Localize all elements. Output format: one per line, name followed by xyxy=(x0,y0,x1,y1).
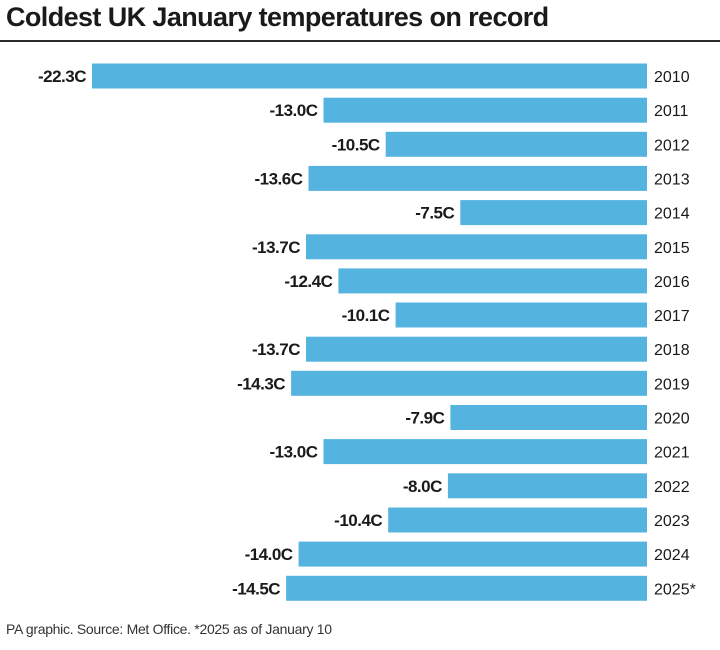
bar-2025 xyxy=(286,575,647,601)
year-label: 2016 xyxy=(654,274,690,291)
value-label: -13.0C xyxy=(269,443,317,462)
year-label: 2013 xyxy=(654,171,690,188)
value-label: -7.9C xyxy=(405,409,444,428)
year-label: 2022 xyxy=(654,479,690,496)
value-label: -7.5C xyxy=(415,204,454,223)
bar-chart: -22.3C 2010 -13.0C 2011 -10.5C 2012 -13.6C 2013… xyxy=(38,63,696,601)
bar-2014 xyxy=(460,200,647,226)
value-label: -14.0C xyxy=(245,545,293,564)
year-label: 2015 xyxy=(654,240,690,257)
value-label: -10.1C xyxy=(342,306,390,325)
year-label: 2024 xyxy=(654,547,690,564)
chart-title: Coldest UK January temperatures on recor… xyxy=(6,2,549,32)
value-label: -13.7C xyxy=(252,238,300,257)
year-label: 2019 xyxy=(654,376,690,393)
value-label: -22.3C xyxy=(38,67,86,86)
bar-2012 xyxy=(385,131,647,157)
title-rule xyxy=(0,40,720,42)
value-label: -8.0C xyxy=(403,477,442,496)
value-label: -13.0C xyxy=(269,101,317,120)
bar-2021 xyxy=(323,439,647,465)
bar-2013 xyxy=(308,165,647,191)
bar-2024 xyxy=(298,541,647,567)
bar-2020 xyxy=(450,405,647,430)
value-label: -13.7C xyxy=(252,340,300,359)
year-label: 2014 xyxy=(654,206,690,223)
value-label: -10.5C xyxy=(332,135,380,154)
year-label: 2021 xyxy=(654,445,690,462)
value-label: -13.6C xyxy=(254,169,302,188)
value-label: -10.4C xyxy=(334,511,382,530)
source-footer: PA graphic. Source: Met Office. *2025 as… xyxy=(6,621,332,637)
bar-2023 xyxy=(388,507,647,533)
bar-2016 xyxy=(338,268,647,294)
value-label: -12.4C xyxy=(284,272,332,291)
year-label: 2011 xyxy=(654,103,689,120)
bar-2019 xyxy=(291,370,647,396)
year-label: 2020 xyxy=(654,411,690,428)
bar-2011 xyxy=(323,97,647,123)
bar-2018 xyxy=(306,336,647,362)
year-label: 2023 xyxy=(654,513,690,530)
bar-2017 xyxy=(395,302,647,328)
value-label: -14.3C xyxy=(237,374,285,393)
year-label: 2010 xyxy=(654,69,690,86)
value-label: -14.5C xyxy=(232,579,280,598)
bar-2015 xyxy=(306,234,647,260)
bar-2022 xyxy=(447,473,647,499)
bar-2010 xyxy=(92,63,647,89)
year-label: 2012 xyxy=(654,137,690,154)
year-label: 2017 xyxy=(654,308,690,325)
year-label: 2025* xyxy=(654,581,696,598)
year-label: 2018 xyxy=(654,342,690,359)
